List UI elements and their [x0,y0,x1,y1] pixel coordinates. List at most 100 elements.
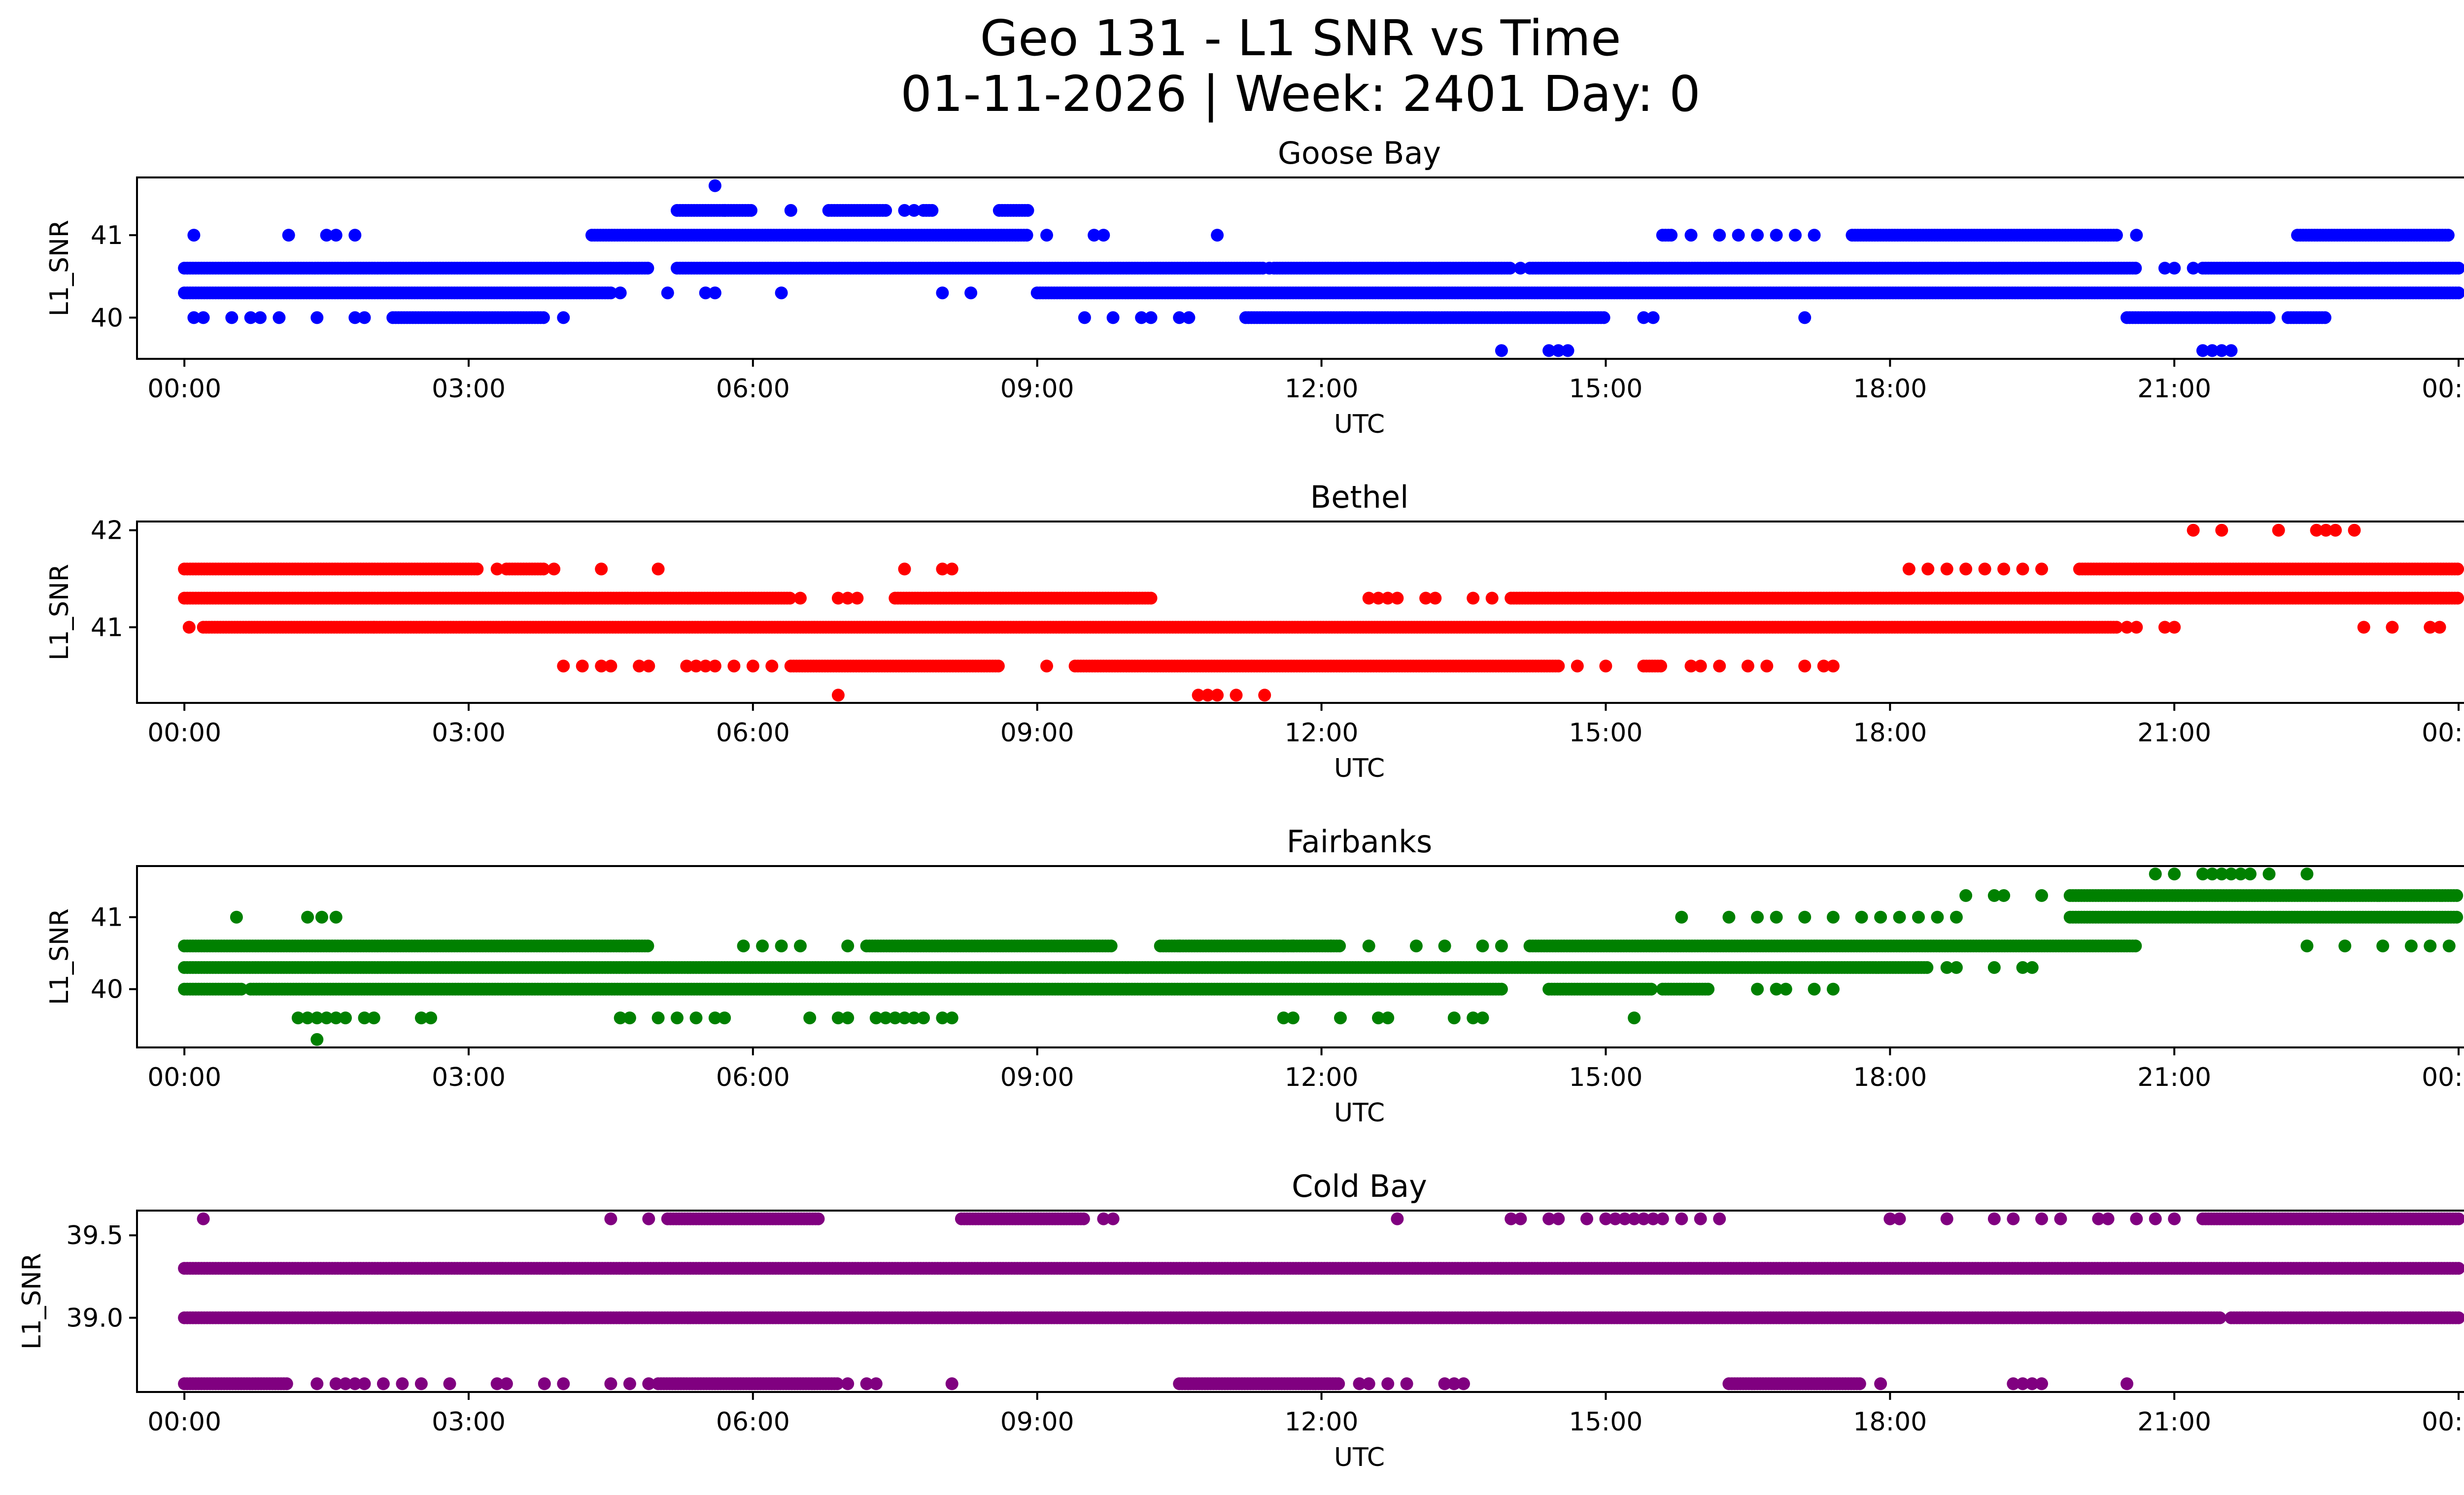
data-point [2035,562,2048,576]
data-point [945,562,958,576]
data-point [1599,660,1612,673]
data-point [1921,562,1935,576]
data-point [2224,344,2238,357]
data-point [641,939,654,953]
data-point [879,204,892,217]
data-point [2442,939,2456,953]
data-point [1959,889,1973,902]
x-axis-label: UTC [1334,754,1385,783]
data-point [1078,311,1091,324]
x-tick-label: 15:00 [1569,374,1643,404]
data-point [1713,229,1726,242]
data-point [737,939,750,953]
data-point [1571,660,1584,673]
data-point [2319,523,2332,537]
data-point [1182,311,1196,324]
data-point [1495,939,1508,953]
data-point [2318,311,2331,324]
data-point [1694,660,1707,673]
x-tick-label: 21:00 [2137,374,2211,404]
data-point [1751,229,1764,242]
data-point [1211,229,1224,242]
data-point [1088,229,1101,242]
data-point [2110,621,2123,634]
data-point [604,660,617,673]
data-point [1817,660,1830,673]
data-point [2300,868,2314,881]
data-point [699,286,712,300]
data-point [2129,262,2142,275]
x-tick-label: 21:00 [2137,718,2211,748]
scatter-series [178,179,2464,357]
data-point [964,286,978,300]
data-point [225,311,239,324]
data-point [898,204,911,217]
data-point [1324,939,1337,953]
data-point [2129,939,2142,953]
data-point [2244,868,2257,881]
data-point [841,591,855,605]
data-point [1277,939,1290,953]
data-point [1561,344,1574,357]
data-point [1097,229,1110,242]
data-point [1654,660,1667,673]
data-point [1874,910,1887,924]
data-point [273,311,286,324]
data-point [1263,262,1276,275]
data-point [2121,621,2133,634]
data-point [1940,562,1953,576]
data-point [1485,591,1499,605]
data-point [1770,910,1783,924]
data-point [1637,311,1650,324]
data-point [320,229,333,242]
data-point [794,591,807,605]
data-point [2215,523,2228,537]
data-point [1362,591,1375,605]
x-tick-label: 00:00 [2422,374,2464,404]
data-point [1144,311,1158,324]
data-point [1192,689,1205,702]
y-tick-label: 41 [91,613,123,643]
data-point [2158,621,2171,634]
data-point [2451,591,2464,605]
data-point [2262,311,2276,324]
data-point [1798,910,1812,924]
x-tick-label: 00:00 [2422,718,2464,748]
x-tick-label: 00:00 [147,374,221,404]
data-point [254,311,267,324]
data-point [1106,311,1120,324]
data-point [1391,591,1404,605]
data-point [1893,910,1906,924]
data-point [1173,939,1186,953]
x-tick-label: 12:00 [1285,718,1359,748]
subplot-title: Goose Bay [1278,135,1441,171]
data-point [1978,562,1991,576]
data-point [2196,344,2209,357]
x-tick-label: 15:00 [1569,718,1643,748]
data-point [182,621,196,634]
data-point [1258,689,1271,702]
data-point [1798,660,1812,673]
data-point [595,660,608,673]
data-point [2272,523,2285,537]
data-point [1552,344,1565,357]
data-point [2206,868,2219,881]
data-point [1646,311,1660,324]
data-point [936,562,949,576]
data-point [1684,229,1698,242]
data-point [2168,868,2181,881]
data-point [557,311,570,324]
data-point [301,910,314,924]
data-point [699,660,712,673]
data-point [1826,910,1840,924]
data-point [841,939,855,953]
data-point [1808,229,1821,242]
data-point [784,204,797,217]
x-tick-label: 12:00 [1285,374,1359,404]
data-point [1514,262,1527,275]
axes-frame [136,521,2464,704]
x-tick-label: 03:00 [432,718,506,748]
data-point [2035,889,2048,902]
data-point [831,689,845,702]
data-point [756,939,769,953]
